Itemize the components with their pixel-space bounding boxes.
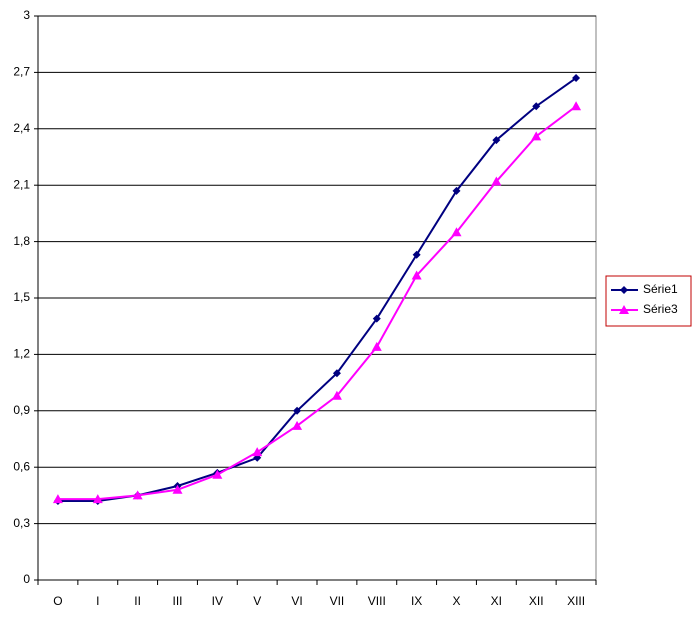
marker <box>172 484 183 494</box>
legend-label: Série1 <box>643 282 678 296</box>
marker <box>532 102 541 111</box>
marker <box>92 494 103 504</box>
x-tick-label: III <box>172 594 182 608</box>
marker <box>292 420 303 430</box>
marker <box>293 406 302 415</box>
y-tick-label: 0,9 <box>13 403 30 417</box>
x-tick-label: IV <box>212 594 223 608</box>
series-line <box>57 105 577 501</box>
marker <box>411 270 422 280</box>
marker <box>412 250 421 259</box>
marker <box>372 314 381 323</box>
y-tick-label: 2,7 <box>13 65 30 79</box>
x-tick-label: XIII <box>567 594 585 608</box>
marker <box>252 447 263 457</box>
marker <box>212 469 223 479</box>
legend-box <box>605 275 692 327</box>
legend-label: Série3 <box>643 302 678 316</box>
marker <box>132 490 143 500</box>
marker <box>451 227 462 237</box>
marker <box>492 136 501 145</box>
y-tick-label: 0 <box>23 572 30 586</box>
marker <box>620 286 628 294</box>
y-tick-label: 1,8 <box>13 234 30 248</box>
x-tick-label: X <box>452 594 460 608</box>
y-tick-label: 0,3 <box>13 516 30 530</box>
marker <box>619 305 629 314</box>
x-tick-label: V <box>253 594 261 608</box>
y-tick-label: 3 <box>23 8 30 22</box>
x-tick-label: O <box>53 594 62 608</box>
y-tick-label: 1,2 <box>13 347 30 361</box>
marker <box>331 390 342 400</box>
x-tick-label: I <box>96 594 99 608</box>
x-tick-label: IX <box>411 594 422 608</box>
marker <box>571 101 582 111</box>
marker <box>491 176 502 186</box>
y-tick-label: 1,5 <box>13 290 30 304</box>
marker <box>371 341 382 351</box>
marker <box>572 74 581 83</box>
x-tick-label: VII <box>330 594 345 608</box>
x-tick-label: II <box>134 594 141 608</box>
x-tick-label: XI <box>491 594 502 608</box>
y-tick-label: 0,6 <box>13 459 30 473</box>
marker <box>332 369 341 378</box>
x-tick-label: XII <box>529 594 544 608</box>
marker <box>52 494 63 504</box>
marker <box>452 186 461 195</box>
marker <box>531 131 542 141</box>
x-tick-label: VI <box>291 594 302 608</box>
y-tick-label: 2,1 <box>13 177 30 191</box>
x-tick-label: VIII <box>368 594 386 608</box>
y-tick-label: 2,4 <box>13 121 30 135</box>
